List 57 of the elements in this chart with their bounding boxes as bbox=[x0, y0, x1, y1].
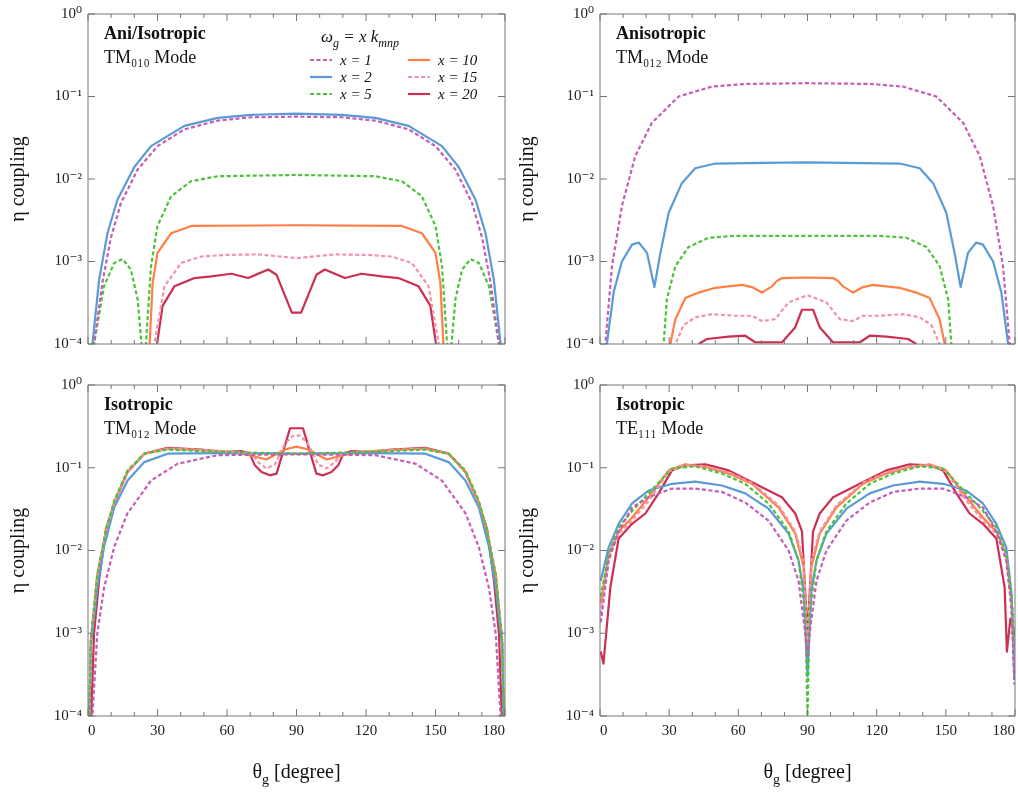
y-tick-label: 10⁰ bbox=[572, 4, 594, 21]
y-tick-label: 10⁻¹ bbox=[566, 87, 594, 104]
legend-label: x = 2 bbox=[339, 69, 373, 85]
text: TE₁₁₁ Mode bbox=[616, 418, 704, 438]
y-tick-label: 10⁻² bbox=[566, 169, 595, 186]
y-tick-label: 10⁻³ bbox=[54, 252, 83, 269]
x-tick-label: 90 bbox=[289, 721, 304, 738]
y-axis-title: η coupling bbox=[515, 507, 538, 594]
x-tick-label: 60 bbox=[730, 721, 746, 738]
y-tick-label: 10⁻⁴ bbox=[53, 706, 82, 723]
line-series bbox=[662, 234, 953, 344]
y-axis-title: η coupling bbox=[6, 507, 29, 594]
y-tick-label: 10⁻² bbox=[54, 541, 83, 558]
y-tick-label: 10⁻⁴ bbox=[565, 334, 594, 351]
x-tick-label: 30 bbox=[661, 721, 677, 738]
legend-label: x = 1 bbox=[339, 52, 372, 68]
x-tick-label: 0 bbox=[88, 721, 96, 738]
x-tick-label: 0 bbox=[600, 721, 608, 738]
x-tick-label: 180 bbox=[992, 721, 1015, 738]
legend-label: x = 15 bbox=[437, 69, 478, 85]
x-tick-label: 30 bbox=[150, 721, 165, 738]
y-tick-label: 10⁻⁴ bbox=[565, 706, 594, 723]
x-tick-label: 60 bbox=[219, 721, 235, 738]
y-tick-label: 10⁰ bbox=[572, 375, 594, 392]
x-tick-label: 150 bbox=[934, 721, 958, 738]
y-tick-label: 10⁻³ bbox=[566, 252, 595, 269]
y-tick-label: 10⁻² bbox=[54, 169, 83, 186]
y-tick-label: 10⁻³ bbox=[54, 624, 83, 641]
x-tick-label: 120 bbox=[865, 721, 888, 738]
y-tick-label: 10⁻⁴ bbox=[53, 334, 82, 351]
line-series bbox=[674, 294, 941, 344]
x-tick-label: 150 bbox=[424, 721, 447, 738]
text: TM₀₁₂ Mode bbox=[104, 418, 197, 438]
text: Isotropic bbox=[616, 394, 685, 414]
legend-label: x = 5 bbox=[339, 86, 373, 102]
text: Isotropic bbox=[104, 394, 173, 414]
line-series bbox=[600, 465, 1015, 716]
text: TM₀₁₂ Mode bbox=[616, 47, 709, 67]
y-tick-label: 10⁻¹ bbox=[54, 458, 82, 475]
y-axis-title: η coupling bbox=[6, 136, 29, 222]
legend-label: x = 20 bbox=[437, 86, 478, 102]
text: Anisotropic bbox=[616, 23, 706, 43]
x-tick-label: 90 bbox=[800, 721, 815, 738]
y-tick-label: 10⁻¹ bbox=[566, 458, 594, 475]
legend-label: x = 10 bbox=[437, 52, 478, 68]
y-tick-label: 10⁻² bbox=[566, 541, 595, 558]
y-tick-label: 10⁻¹ bbox=[54, 87, 82, 104]
text: TM₀₁₀ Mode bbox=[104, 47, 197, 67]
x-tick-label: 120 bbox=[354, 721, 378, 738]
line-series bbox=[153, 253, 440, 344]
y-tick-label: 10⁰ bbox=[60, 4, 82, 21]
line-series bbox=[604, 82, 1011, 344]
y-tick-label: 10⁻³ bbox=[566, 624, 595, 641]
y-axis-title: η coupling bbox=[515, 136, 538, 222]
x-tick-label: 180 bbox=[482, 721, 505, 738]
y-tick-label: 10⁰ bbox=[60, 375, 82, 392]
text: Ani/Isotropic bbox=[104, 23, 206, 43]
